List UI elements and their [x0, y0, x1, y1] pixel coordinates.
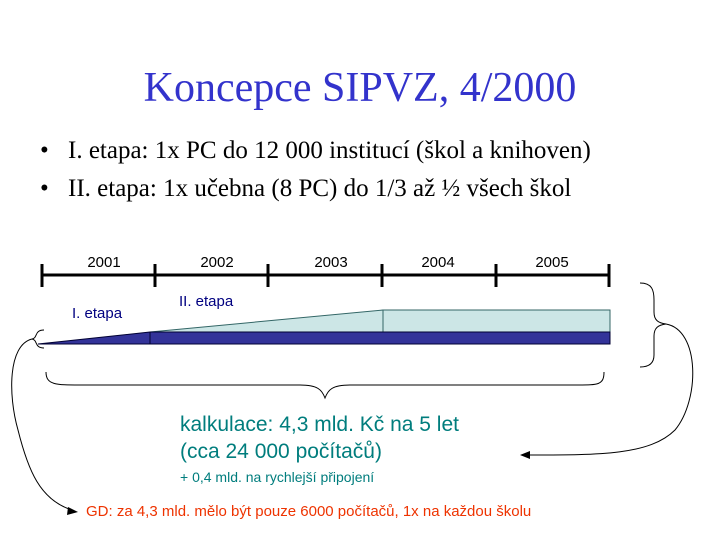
arrowhead — [67, 507, 78, 515]
phase2-bar — [149, 309, 611, 333]
arrowhead — [520, 451, 530, 459]
year-label: 2005 — [535, 254, 569, 271]
slide-title: Koncepce SIPVZ, 4/2000 — [143, 65, 577, 111]
left-arrow — [11, 338, 73, 511]
bullet-item: • II. etapa: 1x učebna (8 PC) do 1/3 až ½… — [40, 170, 591, 208]
gd-note: GD: za 4,3 mld. mělo být pouze 6000 počí… — [86, 503, 532, 520]
right-brace — [639, 282, 667, 368]
bullet-list: • I. etapa: 1x PC do 12 000 institucí (šk… — [40, 132, 591, 208]
phase1-label: I. etapa — [72, 305, 123, 322]
calculation-line: kalkulace: 4,3 mld. Kč na 5 let — [180, 413, 459, 436]
left-brace — [31, 329, 45, 349]
calculation-line: (cca 24 000 počítačů) — [180, 440, 382, 463]
bullet-item: • I. etapa: 1x PC do 12 000 institucí (šk… — [40, 132, 591, 170]
right-arrow — [529, 323, 694, 456]
bottom-brace — [45, 371, 605, 400]
calculation-text: kalkulace: 4,3 mld. Kč na 5 let (cca 24 … — [180, 411, 459, 465]
bullet-text: I. etapa: 1x PC do 12 000 institucí (ško… — [68, 137, 591, 164]
bullet-dot: • — [40, 175, 49, 202]
year-label: 2001 — [87, 254, 121, 271]
year-label: 2004 — [421, 254, 455, 271]
bullet-text: II. etapa: 1x učebna (8 PC) do 1/3 až ½ … — [68, 175, 572, 202]
year-label: 2002 — [200, 254, 234, 271]
phase1-bar — [37, 331, 611, 345]
bullet-dot: • — [40, 137, 49, 164]
phase2-label: II. etapa — [179, 293, 234, 310]
connection-cost-note: + 0,4 mld. na rychlejší připojení — [180, 469, 375, 485]
year-label: 2003 — [314, 254, 348, 271]
